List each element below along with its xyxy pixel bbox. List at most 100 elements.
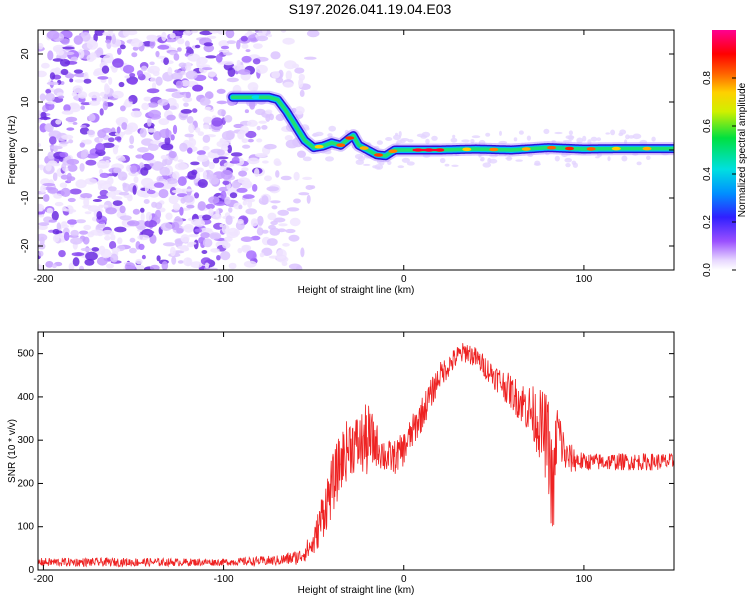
trace-halo (416, 133, 426, 138)
noise-blob (98, 168, 104, 175)
noise-blob (166, 178, 178, 185)
trace-halo (327, 133, 333, 138)
noise-blob (104, 93, 111, 98)
noise-blob (108, 186, 117, 192)
noise-blob (193, 239, 199, 250)
noise-blob (61, 110, 74, 115)
noise-blob (59, 152, 69, 158)
trace-halo (471, 135, 481, 139)
noise-blob (254, 168, 260, 177)
noise-blob (177, 159, 184, 163)
noise-blob (195, 167, 204, 173)
noise-blob (203, 44, 215, 53)
noise-blob (236, 187, 248, 193)
noise-blob (39, 236, 45, 246)
noise-blob (154, 209, 162, 220)
noise-blob (184, 61, 192, 71)
noise-blob (293, 198, 301, 204)
noise-blob (77, 49, 85, 59)
noise-blob (170, 134, 175, 141)
noise-blob (225, 215, 233, 226)
noise-blob (144, 219, 157, 228)
noise-blob (137, 234, 150, 241)
noise-blob (226, 40, 236, 44)
noise-blob (136, 70, 144, 77)
noise-blob (56, 222, 61, 231)
noise-blob (132, 208, 140, 215)
snr-y-tick-label: 100 (17, 522, 34, 533)
noise-blob (154, 202, 163, 210)
noise-blob (192, 84, 204, 92)
noise-blob (52, 228, 60, 235)
noise-blob (110, 234, 116, 241)
noise-blob (140, 207, 145, 213)
noise-blob (182, 195, 194, 203)
noise-blob (83, 78, 92, 84)
noise-blob (61, 221, 68, 227)
noise-blob (256, 125, 261, 131)
noise-blob (241, 55, 252, 63)
noise-blob (58, 95, 65, 99)
noise-blob (186, 241, 197, 245)
noise-blob (99, 172, 110, 178)
noise-blob (211, 117, 223, 127)
noise-blob (48, 219, 57, 223)
trace-halo (636, 161, 642, 166)
noise-blob (79, 163, 85, 172)
trace-halo (482, 162, 492, 168)
noise-blob (102, 101, 109, 111)
noise-blob (158, 207, 166, 213)
noise-blob (218, 186, 229, 192)
noise-blob (141, 65, 148, 72)
noise-blob (147, 68, 155, 73)
noise-blob (158, 118, 170, 126)
trace-halo (328, 125, 337, 132)
noise-blob (180, 109, 193, 114)
noise-blob (285, 228, 296, 234)
noise-blob (209, 176, 220, 185)
noise-blob (117, 237, 123, 245)
noise-blob (59, 182, 68, 188)
noise-blob (275, 170, 280, 178)
noise-blob (38, 143, 42, 147)
noise-blob (79, 265, 84, 270)
noise-blob (252, 87, 258, 92)
noise-blob (101, 65, 110, 74)
noise-blob (96, 96, 102, 103)
noise-blob (160, 222, 173, 231)
noise-blob (108, 76, 113, 85)
noise-blob (285, 70, 292, 81)
noise-blob (56, 92, 64, 96)
noise-blob (225, 30, 235, 39)
noise-blob (135, 258, 143, 265)
noise-blob (113, 167, 122, 174)
noise-blob (165, 88, 178, 92)
noise-blob (294, 106, 305, 115)
noise-blob (252, 184, 258, 192)
noise-blob (297, 150, 306, 158)
noise-blob (197, 56, 208, 65)
noise-blob (225, 130, 235, 140)
noise-blob (266, 186, 280, 192)
noise-blob (46, 30, 60, 40)
trace-halo (452, 134, 456, 139)
trace-halo (543, 128, 550, 135)
trace-halo (362, 163, 371, 166)
noise-blob (202, 170, 208, 181)
noise-blob (164, 136, 171, 146)
noise-blob (111, 247, 121, 253)
noise-blob (186, 116, 194, 124)
noise-blob (149, 40, 155, 49)
trace-hotspot (251, 95, 261, 99)
noise-blob (141, 102, 150, 111)
noise-blob (264, 143, 277, 150)
noise-blob (179, 206, 184, 216)
snr-y-tick-label: 200 (17, 478, 34, 489)
trace-green-band (230, 95, 674, 158)
trace-halo (354, 153, 364, 160)
noise-blob (125, 30, 138, 36)
trace-halo (646, 155, 651, 160)
noise-blob (304, 56, 317, 60)
noise-blob (69, 188, 82, 195)
noise-blob (283, 81, 294, 88)
